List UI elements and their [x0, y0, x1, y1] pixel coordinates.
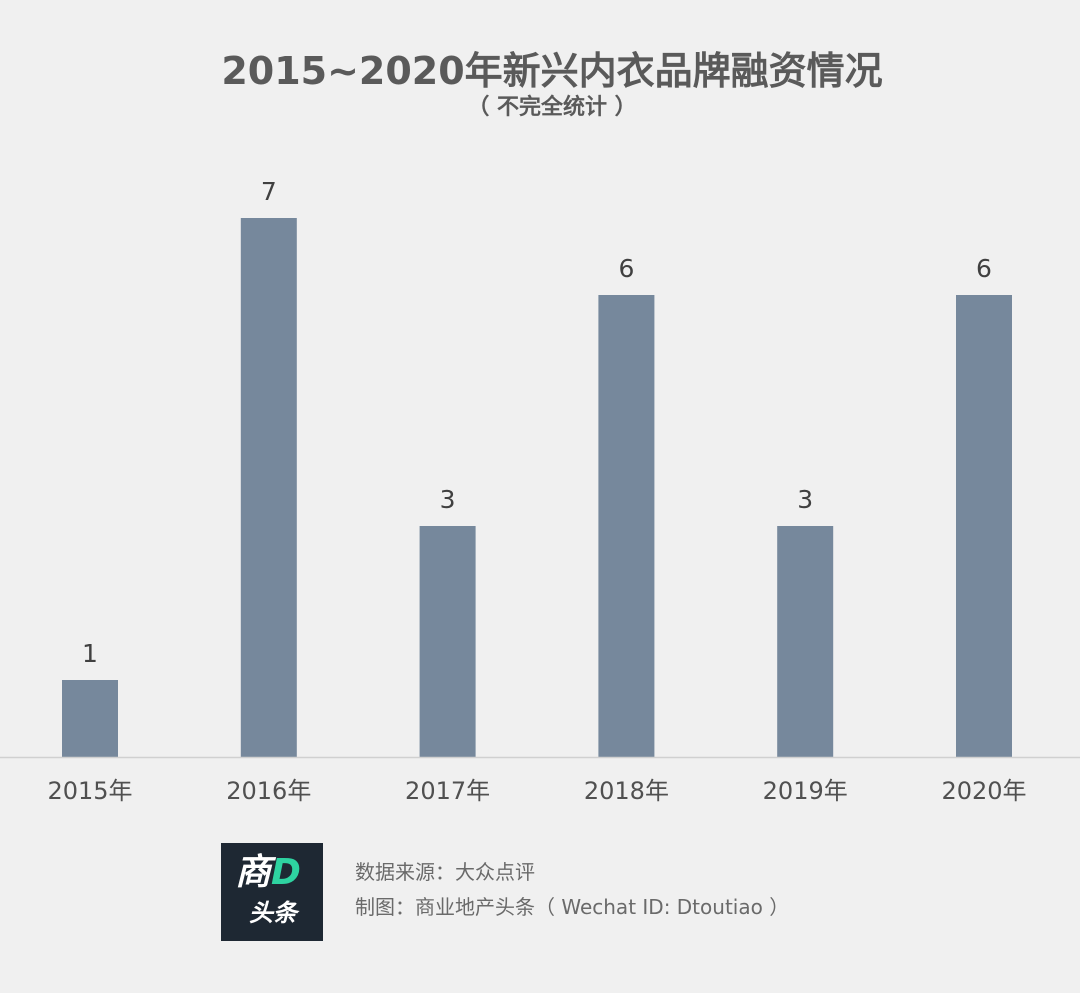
data-source-text: 数据来源：大众点评	[355, 860, 535, 884]
value-labels-layer: 1 7 3 6 3 6	[82, 177, 992, 668]
x-tick-label: 2019年	[763, 777, 848, 805]
value-label: 6	[976, 254, 992, 283]
x-tick-label: 2020年	[941, 777, 1026, 805]
x-tick-label: 2015年	[47, 777, 132, 805]
x-tick-label: 2017年	[405, 777, 490, 805]
chart-subtitle: （ 不完全统计 ）	[467, 95, 637, 120]
value-label: 3	[797, 485, 813, 514]
x-tick-labels-layer: 2015年 2016年 2017年 2018年 2019年 2020年	[47, 777, 1026, 805]
bars-layer	[62, 218, 1012, 757]
value-label: 7	[261, 177, 277, 206]
chart-title: 2015~2020年新兴内衣品牌融资情况	[221, 49, 883, 93]
value-label: 3	[440, 485, 456, 514]
chart-credit-text: 制图：商业地产头条（ Wechat ID: Dtoutiao ）	[355, 895, 790, 919]
bar-2019年	[777, 526, 834, 757]
bar-2018年	[598, 295, 655, 757]
bar-2017年	[419, 526, 476, 757]
brand-logo: 商D 头条	[221, 843, 323, 941]
bar-2016年	[240, 218, 297, 757]
logo-top-char: 商	[235, 852, 272, 893]
x-tick-label: 2018年	[584, 777, 669, 805]
bar-2015年	[62, 680, 118, 757]
logo-top-text: 商D	[235, 855, 301, 891]
bar-2020年	[956, 295, 1012, 757]
value-label: 6	[618, 254, 634, 283]
logo-bottom-text: 头条	[249, 899, 297, 927]
bar-chart: 1 7 3 6 3 6 2015年 2016年 2017年 2018年 2019年 2020年	[0, 177, 1080, 805]
value-label: 1	[82, 639, 98, 668]
x-tick-label: 2016年	[226, 777, 311, 805]
logo-accent-char: D	[271, 852, 301, 893]
